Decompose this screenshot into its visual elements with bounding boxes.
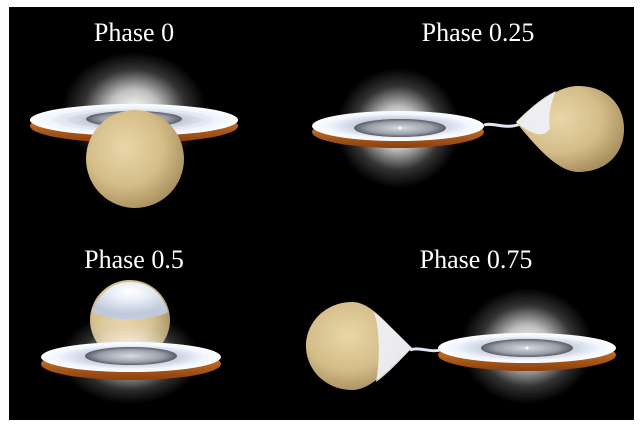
panel-title: Phase 0.25 xyxy=(422,18,535,47)
panel-title: Phase 0.5 xyxy=(84,245,184,274)
irradiated-face xyxy=(92,282,168,320)
donor-star xyxy=(86,110,184,208)
panel-phase-0: Phase 0 xyxy=(30,18,238,208)
irradiated-face xyxy=(516,91,556,135)
panel-title: Phase 0.75 xyxy=(420,245,533,274)
accretor xyxy=(525,346,529,350)
panel-title: Phase 0 xyxy=(94,18,174,47)
panel-phase-0.75: Phase 0.75 xyxy=(306,245,616,404)
mass-transfer-stream xyxy=(483,122,521,128)
accretor xyxy=(398,126,402,130)
disk-inner-hole xyxy=(85,347,177,365)
panel-phase-0.25: Phase 0.25 xyxy=(312,18,624,188)
panel-phase-0.5: Phase 0.5 xyxy=(41,245,221,404)
irradiated-face xyxy=(374,312,412,382)
